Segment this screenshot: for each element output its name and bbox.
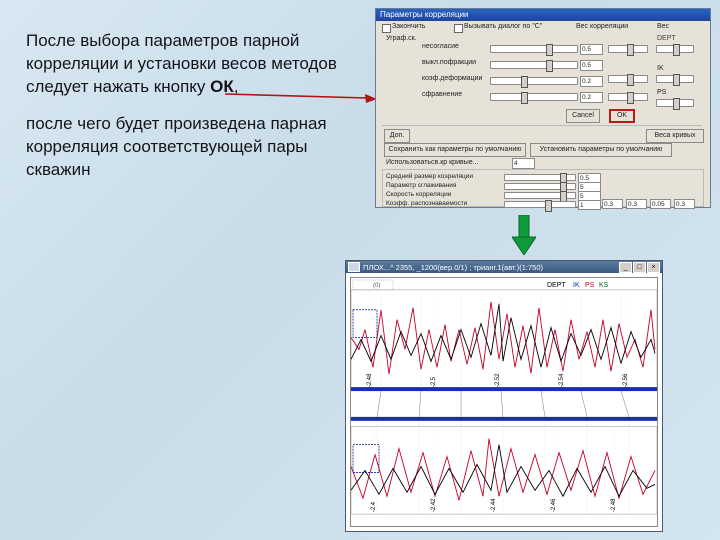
down-arrow-icon <box>512 215 536 255</box>
hdr-dept: DEPT <box>657 35 676 42</box>
brow-slider[interactable] <box>504 192 576 199</box>
slider-dept[interactable] <box>656 45 694 53</box>
correlation-dialog: Параметры корреляции Закончить Вызывать … <box>375 8 711 208</box>
lbl-dialog-c: Вызывать диалог по "C" <box>464 23 542 30</box>
hdr-ps: PS <box>657 89 666 96</box>
svg-text:-2.48: -2.48 <box>367 373 373 387</box>
row-val[interactable]: 0.2 <box>580 92 603 103</box>
slider-w3[interactable] <box>608 93 648 101</box>
log-plot: DEPT IK PS KS (0) -2.48 -2.5 -2.52 -2.54 -2.56 -2.… <box>350 277 658 527</box>
num-val[interactable]: 0.3 <box>602 199 623 209</box>
svg-text:-2.5: -2.5 <box>431 376 437 387</box>
brow-label: Коэфф. распознаваемости <box>386 200 467 207</box>
val-usekriv[interactable]: 4 <box>512 158 535 169</box>
brow-label: Средний размер коэреляции <box>386 173 473 180</box>
svg-text:-2.54: -2.54 <box>559 373 565 387</box>
row-val[interactable]: 0.5 <box>580 44 603 55</box>
p1c: , <box>234 77 239 96</box>
dialog-titlebar[interactable]: Параметры корреляции <box>376 9 710 21</box>
slider-ps[interactable] <box>656 99 694 107</box>
svg-text:KS: KS <box>599 282 609 289</box>
cancel-button[interactable]: Cancel <box>566 109 600 123</box>
close-button[interactable]: × <box>647 262 660 273</box>
chk-finish[interactable] <box>382 24 391 33</box>
svg-text:-2.4: -2.4 <box>371 501 377 512</box>
svg-text:-2.44: -2.44 <box>491 498 497 512</box>
hdr-weight: Вес корреляции <box>576 23 628 30</box>
svg-text:-2.48: -2.48 <box>611 498 617 512</box>
svg-text:-2.52: -2.52 <box>495 373 501 387</box>
brow-slider[interactable] <box>504 183 576 190</box>
lbl-usekriv: Использоватьсв.кр кривые... <box>386 159 478 166</box>
log-titlebar[interactable]: ПЛОХ...^ 2355, _1200(вер.0/1) ; трианг.1… <box>346 261 662 273</box>
row-slider[interactable] <box>490 45 578 53</box>
slider-w1[interactable] <box>608 45 648 53</box>
dialog-title: Параметры корреляции <box>380 10 469 19</box>
svg-text:IK: IK <box>573 282 580 289</box>
log-title: ПЛОХ...^ 2355, _1200(вер.0/1) ; трианг.1… <box>363 263 618 272</box>
num-val[interactable]: 0.3 <box>674 199 695 209</box>
svg-text:(0): (0) <box>373 283 380 289</box>
row-val[interactable]: 0.2 <box>580 76 603 87</box>
ok-word: ОК <box>210 77 234 96</box>
row-slider[interactable] <box>490 77 578 85</box>
hdr-ik: IK <box>657 65 664 72</box>
row-slider[interactable] <box>490 93 578 101</box>
num-val[interactable]: 0.3 <box>626 199 647 209</box>
svg-text:-2.56: -2.56 <box>623 373 629 387</box>
brow-val[interactable]: 1 <box>578 200 601 210</box>
row-slider[interactable] <box>490 61 578 69</box>
row-val[interactable]: 0.5 <box>580 60 603 71</box>
row-label: сфравнение <box>422 91 462 98</box>
btn-setdef[interactable]: Установить параметры по умолчанию <box>530 143 672 157</box>
btn-veskr[interactable]: Веса кривых <box>646 129 704 143</box>
svg-text:PS: PS <box>585 282 595 289</box>
p2: после чего будет произведена парная корр… <box>26 114 327 179</box>
btn-dop[interactable]: Доп. <box>384 129 410 143</box>
brow-label: Параметр сглаживания <box>386 182 456 189</box>
ok-button[interactable]: OK <box>609 109 635 123</box>
brow-label: Скорость корреляции <box>386 191 451 198</box>
num-val[interactable]: 0.05 <box>650 199 671 209</box>
p1a: После выбора параметров парной корреляци… <box>26 31 337 96</box>
svg-text:-2.42: -2.42 <box>431 498 437 512</box>
row-label: выкл.пофракции <box>422 59 476 66</box>
brow-slider[interactable] <box>504 201 576 208</box>
log-window: ПЛОХ...^ 2355, _1200(вер.0/1) ; трианг.1… <box>345 260 663 532</box>
row-label: коэф.деформации <box>422 75 482 82</box>
hdr-ves: Вес <box>657 23 669 30</box>
explain-text: После выбора параметров парной корреляци… <box>26 30 366 182</box>
app-icon <box>348 262 360 272</box>
chk-dialog-c[interactable] <box>454 24 463 33</box>
lbl-grp: Уграф.ск. <box>386 35 417 42</box>
max-button[interactable]: □ <box>633 262 646 273</box>
min-button[interactable]: _ <box>619 262 632 273</box>
slider-w2[interactable] <box>608 75 648 83</box>
svg-text:DEPT: DEPT <box>547 282 566 289</box>
btn-savedef[interactable]: Сохранить как параметры по умолчанию <box>384 143 526 157</box>
row-label: несогласие <box>422 43 459 50</box>
brow-slider[interactable] <box>504 174 576 181</box>
lbl-finish: Закончить <box>392 23 425 30</box>
slider-ik[interactable] <box>656 75 694 83</box>
svg-text:-2.46: -2.46 <box>551 498 557 512</box>
